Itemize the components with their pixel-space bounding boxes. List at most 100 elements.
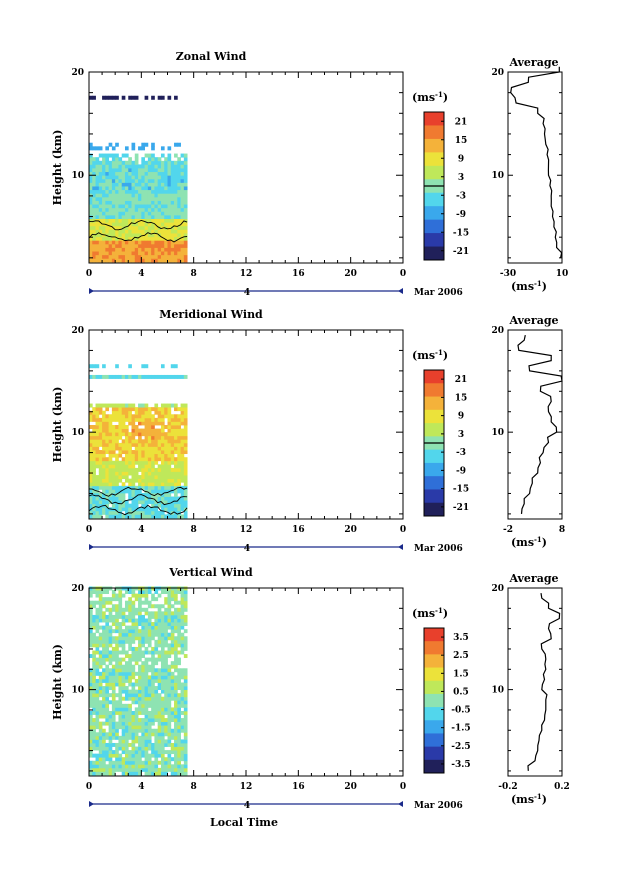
heatmap-cell [124,757,129,762]
heatmap-cell [89,739,93,744]
profile-line [517,334,563,514]
heatmap-cell [167,403,172,408]
heatmap-cell [167,496,172,501]
heatmap-cell [160,622,165,626]
heatmap-cell [138,450,142,455]
heatmap-cell [131,142,136,147]
heatmap-cell [102,678,106,683]
heatmap-cell [121,175,126,180]
heatmap-cell [95,200,100,205]
heatmap-cell [174,767,178,772]
heatmap-cell [111,222,116,227]
heatmap-cell [111,407,116,412]
heatmap-cell [174,750,178,755]
heatmap-cell [105,718,110,723]
heatmap-cell [144,225,149,230]
heatmap-cell [160,696,165,701]
heatmap-cell [121,514,126,519]
heatmap-cell [183,510,188,515]
heatmap-cell [128,718,132,723]
heatmap-cell [177,251,181,256]
heatmap-cell [151,767,155,772]
heatmap-cell [177,771,181,776]
heatmap-cell [105,471,110,476]
heatmap-cell [118,453,123,458]
heatmap-cell [98,374,103,379]
x-tick-label: 0 [400,525,406,535]
heatmap-cell [164,457,168,462]
heatmap-cell [131,196,136,201]
heatmap-cell [92,710,96,715]
heatmap-cell [102,485,106,490]
heatmap-cell [141,204,145,209]
heatmap-cell [134,478,139,483]
heatmap-cell [95,207,100,212]
heatmap-cell [138,678,142,683]
heatmap-cell [124,725,129,730]
heatmap-cell [174,464,178,469]
heatmap-cell [160,750,165,755]
heatmap-cell [157,222,162,227]
heatmap-cell [174,435,178,440]
heatmap-cell [170,453,175,458]
heatmap-cell [183,489,188,494]
heatmap-cell [147,414,152,419]
heatmap-cell [105,442,110,447]
heatmap-cell [174,478,178,483]
heatmap-cell [164,485,168,490]
heatmap-cell [167,243,172,248]
heatmap-cell [183,258,188,263]
heatmap-cell [92,171,96,176]
heatmap-cell [134,721,139,726]
heatmap-cell [131,650,136,655]
heatmap-cell [108,657,113,662]
heatmap-cell [121,425,126,429]
heatmap-cell [92,507,96,512]
heatmap-cell [89,160,93,165]
heatmap-cell [144,657,149,662]
heatmap-cell [174,757,178,762]
heatmap-cell [134,258,139,263]
heatmap-cell [128,421,132,426]
heatmap-cell [131,432,136,437]
heatmap-cell [92,425,96,429]
heatmap-cell [89,753,93,758]
heatmap-cell [111,614,116,619]
heatmap-cell [160,175,165,180]
heatmap-cell [144,196,149,201]
heatmap-cell [118,475,123,480]
heatmap-cell [147,618,152,623]
heatmap-cell [177,703,181,708]
chart-title: Meridional Wind [159,308,263,321]
heatmap-cell [108,636,113,641]
heatmap-cell [157,714,162,719]
heatmap-cell [121,646,126,651]
heatmap-cell [134,475,139,480]
colorbar-tick-label: -2.5 [451,742,470,752]
heatmap-cell [121,417,126,422]
heatmap-cell [98,153,103,158]
heatmap-cell [164,186,168,191]
heatmap-cell [180,503,185,508]
heatmap-cell [167,597,172,602]
heatmap-cell [164,696,168,701]
heatmap-cell [174,178,178,183]
heatmap-cell [160,767,165,772]
heatmap-cell [89,760,93,765]
heatmap-cell [115,639,119,644]
heatmap-cell [147,686,152,691]
heatmap-cell [118,686,123,691]
heatmap-cell [128,503,132,508]
heatmap-cell [144,207,149,212]
heatmap-cell [141,739,145,744]
heatmap-cell [147,696,152,701]
heatmap-cell [102,482,106,487]
heatmap-cell [141,374,145,379]
colorbar-segment [424,206,444,221]
heatmap-cell [174,258,178,263]
heatmap-cell [105,646,110,651]
heatmap-cell [167,435,172,440]
heatmap-cell [134,428,139,433]
heatmap-cell [105,686,110,691]
